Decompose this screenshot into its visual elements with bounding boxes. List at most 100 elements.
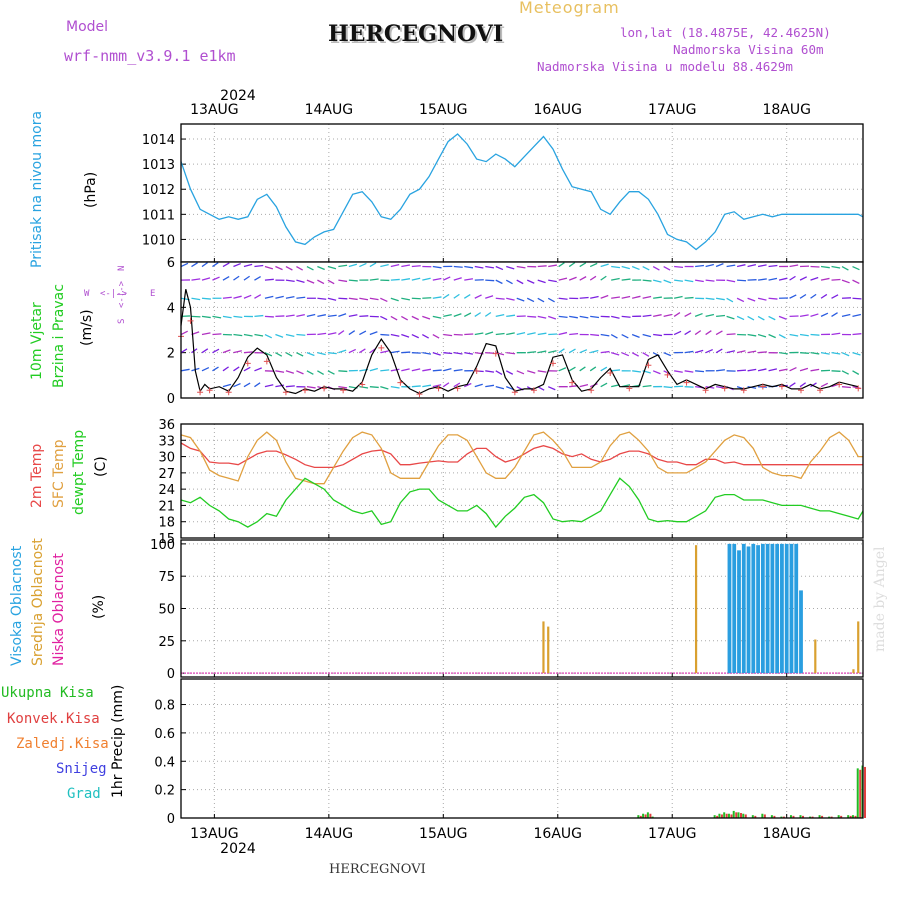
wind-vector bbox=[705, 348, 713, 354]
wind-vector bbox=[369, 331, 378, 336]
wind-vector bbox=[841, 352, 850, 357]
wind-gust-marker bbox=[626, 385, 633, 392]
wind-vector bbox=[736, 315, 745, 321]
wind-vector bbox=[831, 265, 841, 269]
convective-precip-bar bbox=[802, 815, 804, 818]
wind-vector bbox=[485, 352, 495, 354]
wind-vector bbox=[716, 314, 726, 318]
high-cloud-bar bbox=[746, 546, 751, 674]
total-precip-bar bbox=[651, 816, 654, 818]
wind-vector bbox=[589, 366, 597, 372]
wind-vector bbox=[852, 313, 862, 318]
wind-vector bbox=[369, 297, 379, 301]
wind-vector bbox=[579, 296, 589, 299]
wind-vector bbox=[799, 333, 809, 337]
wind-gust-marker bbox=[817, 387, 824, 394]
wind-vector bbox=[695, 370, 705, 373]
wind-vector bbox=[306, 265, 314, 271]
wind-vector bbox=[548, 315, 557, 320]
dewpoint-line bbox=[180, 477, 864, 529]
wind-vector bbox=[390, 368, 400, 372]
y-tick-label: 1011 bbox=[142, 208, 175, 223]
wind-vector bbox=[694, 312, 703, 318]
total-precip-bar bbox=[727, 813, 730, 818]
wind-vector bbox=[338, 370, 348, 373]
wind-vector bbox=[233, 275, 240, 281]
wind-vector bbox=[600, 382, 608, 388]
wind-vector bbox=[306, 370, 314, 375]
wind-vector bbox=[747, 368, 757, 372]
wind-vector bbox=[506, 386, 514, 391]
wind-vector bbox=[327, 265, 337, 270]
wind-vector bbox=[317, 297, 327, 300]
wind-vector bbox=[589, 275, 597, 281]
convective-precip-bar bbox=[854, 815, 857, 818]
wind-vector bbox=[432, 265, 442, 269]
total-precip-bar bbox=[751, 815, 754, 818]
wind-vector bbox=[726, 264, 736, 268]
wind-vector bbox=[285, 265, 293, 271]
wind-vector bbox=[705, 313, 715, 318]
wind-vector bbox=[652, 370, 661, 375]
wind-vector bbox=[390, 264, 400, 268]
high-cloud-bar bbox=[770, 543, 775, 674]
total-precip-bar bbox=[837, 815, 840, 818]
wind-vector bbox=[359, 297, 369, 301]
wind-vector bbox=[296, 370, 304, 375]
wind-vector bbox=[789, 264, 799, 268]
wind-vector bbox=[778, 333, 786, 339]
wind-vector bbox=[642, 333, 652, 338]
wind-vector bbox=[264, 265, 274, 270]
wind-gust-marker bbox=[263, 358, 270, 365]
wind-vector bbox=[841, 386, 851, 389]
y-tick-label: 0 bbox=[167, 392, 175, 407]
wind-vector bbox=[411, 315, 419, 321]
wind-vector bbox=[296, 313, 305, 318]
wind-vector bbox=[568, 262, 576, 268]
wind-vector bbox=[411, 385, 421, 388]
wind-gust-marker bbox=[187, 317, 194, 324]
wind-vector bbox=[453, 265, 463, 268]
wind-vector bbox=[684, 330, 692, 336]
wind-vector bbox=[422, 384, 432, 388]
wind-vector bbox=[600, 275, 607, 281]
wind-vector bbox=[191, 262, 198, 268]
y-tick-label: 0 bbox=[167, 812, 175, 827]
cloud-panel: 0 25 50 75 100 bbox=[150, 538, 864, 682]
total-precip-bar bbox=[642, 813, 645, 818]
wind-gust-marker bbox=[645, 362, 652, 369]
wind-vector bbox=[338, 330, 345, 336]
wind-vector bbox=[180, 330, 188, 336]
y-tick-label: 75 bbox=[158, 570, 175, 585]
y-tick-label: 0 bbox=[167, 667, 175, 682]
wind-vector bbox=[758, 351, 768, 354]
wind-vector bbox=[516, 297, 525, 302]
wind-vector bbox=[485, 384, 495, 388]
wind-vector bbox=[317, 370, 324, 375]
chart-kind-label: Meteogram bbox=[519, 0, 620, 17]
day-label-top: 15AUG bbox=[419, 102, 468, 118]
wind-vector bbox=[254, 294, 262, 299]
wind-vector bbox=[317, 332, 327, 336]
convective-precip-bar bbox=[782, 816, 785, 818]
wind-vector bbox=[222, 296, 232, 299]
wind-vector bbox=[411, 368, 421, 372]
wind-gust-marker bbox=[302, 387, 308, 394]
wind-vector bbox=[537, 297, 545, 303]
wind-vector bbox=[348, 330, 356, 336]
wind-vector bbox=[275, 333, 284, 338]
wind-vector bbox=[820, 352, 830, 355]
wind-vector bbox=[621, 315, 631, 318]
high-cloud-bar bbox=[756, 545, 760, 674]
wind-vector bbox=[327, 370, 335, 375]
day-label-bottom: 17AUG bbox=[648, 826, 697, 842]
wind-vector bbox=[180, 348, 188, 354]
wind-vector bbox=[359, 315, 369, 318]
wind-vector bbox=[212, 276, 220, 281]
wind-vector bbox=[442, 293, 450, 299]
precip-conv-label: Konvek.Kisa bbox=[7, 711, 100, 727]
wind-vector bbox=[474, 294, 482, 299]
wind-vector bbox=[558, 367, 567, 372]
wind-vector bbox=[642, 295, 652, 299]
